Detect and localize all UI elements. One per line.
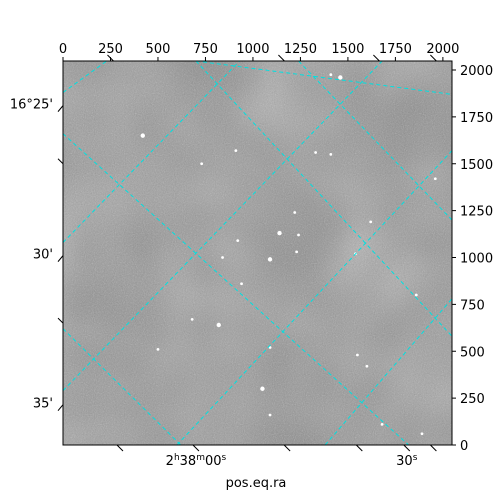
star-source: [297, 233, 300, 237]
star-source: [267, 257, 273, 262]
star-source: [380, 422, 384, 426]
ra-minor-tick: [283, 444, 291, 452]
right-tick-label: 0: [460, 439, 468, 454]
star-source: [200, 162, 204, 166]
ra-tick-label: 30s: [396, 453, 418, 469]
star-source: [156, 347, 160, 351]
top-tick-label: 750: [193, 42, 218, 57]
ra-axis: 2h38m00s 30s: [107, 54, 437, 469]
star-source: [414, 293, 418, 297]
right-tick-label: 1750: [460, 111, 493, 126]
star-source: [140, 133, 145, 138]
x-axis-label: pos.eq.ra: [226, 476, 287, 491]
top-tick-label: 500: [146, 42, 171, 57]
top-tick-label: 0: [59, 42, 67, 57]
dec-tick-label: 30': [33, 248, 53, 263]
star-source: [234, 149, 238, 153]
top-pixel-axis: 0 250 500 750 1000 1250 1500 1750 2000: [59, 42, 459, 61]
star-source: [221, 256, 224, 259]
star-source: [356, 353, 359, 357]
star-source: [216, 322, 221, 328]
star-source: [236, 239, 240, 243]
ra-minor-tick: [278, 54, 285, 62]
right-tick-label: 1000: [460, 252, 493, 267]
grid-line: [298, 61, 452, 221]
star-source: [433, 177, 437, 181]
star-source: [260, 386, 265, 391]
star-source: [329, 73, 333, 77]
right-tick-label: 1500: [460, 158, 493, 173]
grid-line: [63, 61, 241, 243]
grid-line: [63, 61, 107, 93]
ra-minor-tick: [430, 54, 437, 62]
right-tick-label: 250: [460, 392, 485, 407]
right-pixel-axis: 0 250 500 750 1000 1250 1500 1750 2000: [452, 64, 493, 454]
ra-minor-tick: [373, 54, 380, 62]
dec-axis: 16°25' 30' 35': [10, 98, 64, 412]
top-tick-label: 1500: [331, 42, 364, 57]
dec-tick-label: 16°25': [10, 98, 53, 113]
sky-image: [63, 61, 452, 445]
star-source: [190, 317, 194, 321]
ra-tick-mark: [403, 444, 411, 452]
right-tick-label: 2000: [460, 64, 493, 79]
star-sources: [140, 73, 437, 436]
top-tick-label: 1750: [379, 42, 412, 57]
top-tick-label: 1250: [284, 42, 317, 57]
ra-tick-label: 2h38m00s: [166, 453, 227, 469]
star-source: [369, 220, 373, 224]
star-source: [277, 230, 282, 236]
star-source: [329, 152, 333, 156]
ra-tick-mark: [192, 444, 200, 452]
right-tick-label: 1250: [460, 205, 493, 220]
coordinate-grid: [63, 61, 452, 445]
star-source: [240, 282, 243, 286]
plot-frame: [62, 60, 453, 446]
star-source: [293, 211, 297, 214]
right-tick-label: 500: [460, 345, 485, 360]
ra-minor-tick: [355, 444, 363, 452]
star-source: [314, 151, 318, 154]
grid-line: [63, 133, 410, 445]
dec-minor-tick: [57, 317, 64, 324]
star-source: [420, 432, 424, 436]
ra-minor-tick: [116, 444, 124, 452]
star-source: [338, 75, 343, 80]
grid-line: [324, 298, 452, 445]
ra-minor-tick: [430, 444, 437, 452]
dec-tick-label: 35': [33, 397, 53, 412]
star-source: [365, 364, 369, 368]
top-tick-label: 1000: [236, 42, 269, 57]
grid-line: [195, 61, 452, 95]
top-tick-label: 2000: [426, 42, 459, 57]
dec-minor-tick: [57, 158, 64, 165]
dec-tick-mark: [57, 105, 64, 112]
dec-tick-mark: [57, 404, 64, 412]
star-source: [268, 413, 272, 417]
right-tick-label: 750: [460, 298, 485, 313]
ra-minor-tick: [107, 54, 114, 62]
dec-tick-mark: [57, 255, 64, 262]
star-source: [295, 250, 299, 254]
top-tick-label: 250: [98, 42, 123, 57]
